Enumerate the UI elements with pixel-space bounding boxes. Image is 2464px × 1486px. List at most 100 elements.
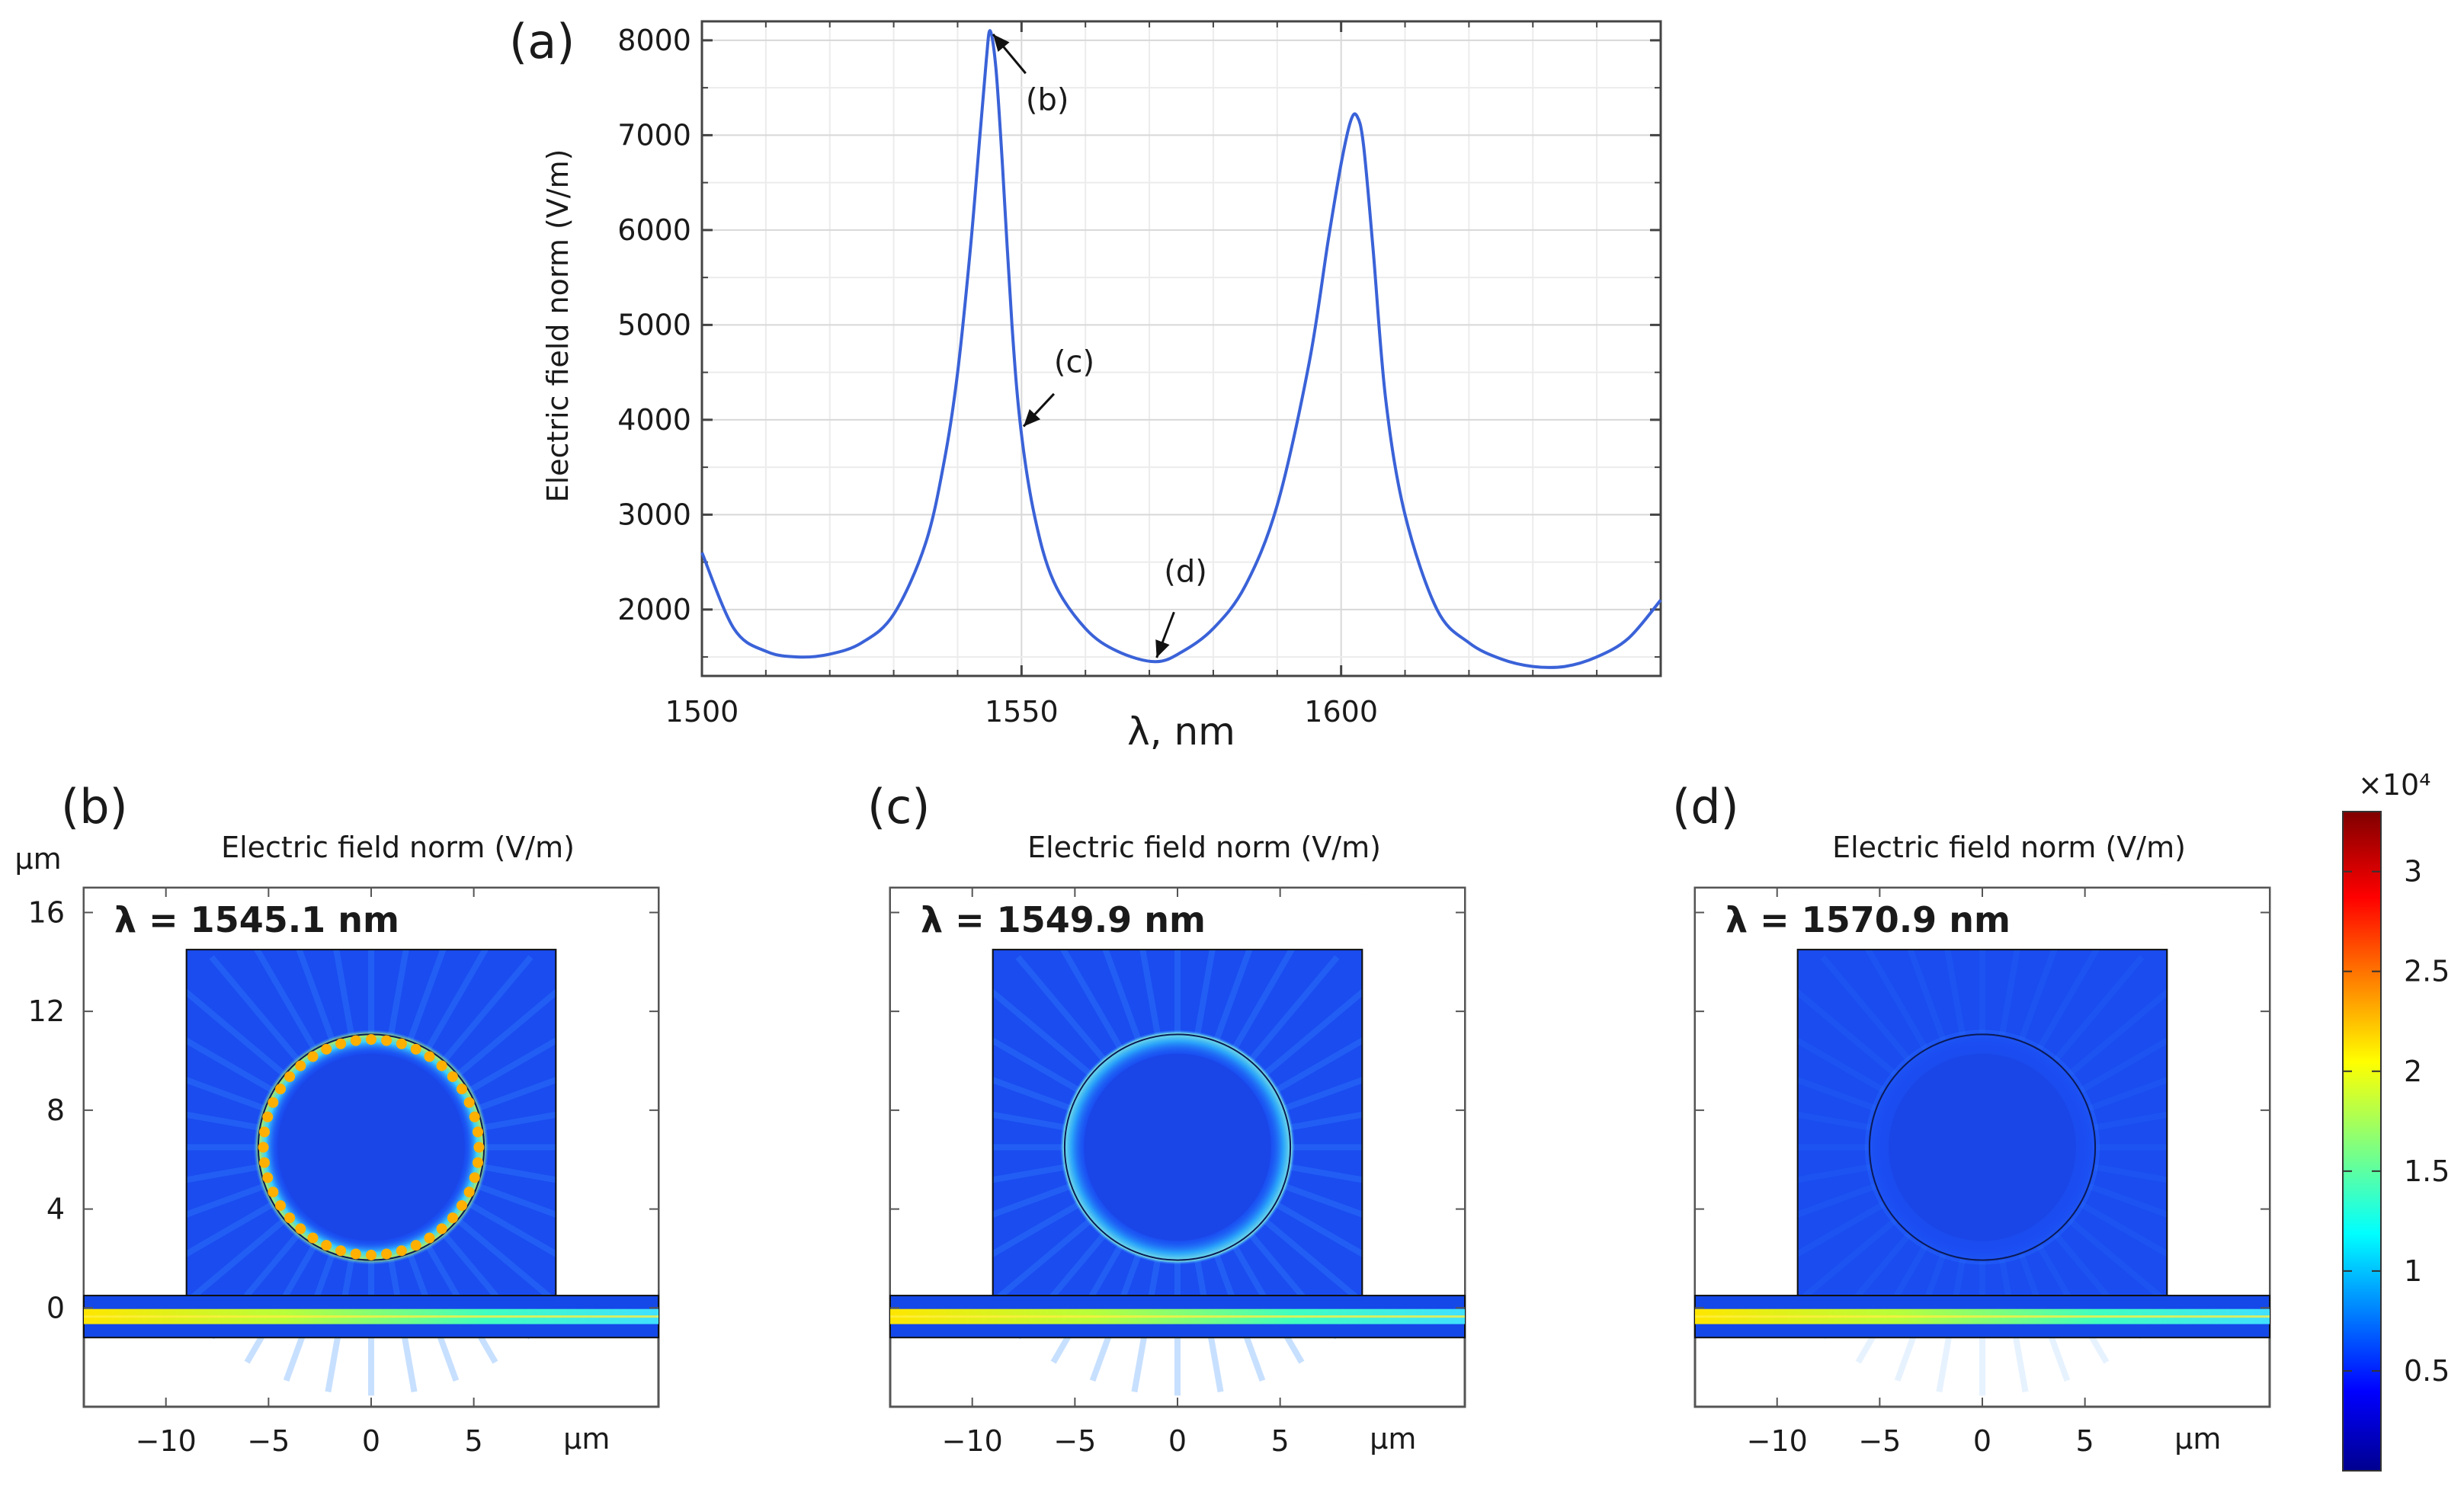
annotation-arrowhead xyxy=(1155,639,1170,658)
ring-hotspot xyxy=(410,1043,421,1055)
ring-hotspot xyxy=(284,1071,296,1082)
ring-hotspot xyxy=(258,1142,269,1153)
field-streak xyxy=(1261,985,1370,1078)
ring-hotspot xyxy=(307,1051,319,1062)
y-axis-label: Electric field norm (V/m) xyxy=(541,149,575,503)
colorbar-gradient xyxy=(2342,811,2382,1472)
mask-top xyxy=(1797,889,2168,950)
ring-hotspot xyxy=(275,1199,287,1211)
ring-hotspot xyxy=(469,1172,480,1183)
field-streak xyxy=(178,985,287,1078)
colorbar-exponent: ×10⁴ xyxy=(2358,768,2430,802)
ring-hotspot xyxy=(268,1187,279,1198)
ring-hotspot xyxy=(424,1051,435,1062)
panel-title: Electric field norm (V/m) xyxy=(1832,831,2186,864)
ring-hotspot xyxy=(396,1038,407,1049)
panel-a-label: (a) xyxy=(509,14,575,69)
x-tick-label: −5 xyxy=(1858,1424,1901,1458)
x-tick-label: 0 xyxy=(362,1424,380,1458)
colorbar-tick-label: 2.5 xyxy=(2404,955,2450,988)
ring-hotspot xyxy=(447,1212,458,1224)
mask-right xyxy=(556,889,658,1296)
ring-edge xyxy=(1868,1033,2097,1261)
annotation-label: (c) xyxy=(1054,344,1094,380)
y-tick-label: 16 xyxy=(28,895,65,929)
colorbar-tick-label: 0.5 xyxy=(2404,1354,2450,1388)
field-streak xyxy=(1790,985,1898,1078)
ring-hotspot xyxy=(258,1126,270,1138)
wavelength-label: λ = 1570.9 nm xyxy=(1725,899,2011,940)
y-tick-label: 2000 xyxy=(617,593,691,626)
annotation-label: (d) xyxy=(1164,554,1207,589)
ring-hotspot xyxy=(268,1097,279,1108)
ring-hotspot xyxy=(366,1249,376,1260)
x-unit-label: µm xyxy=(2174,1422,2221,1456)
y-tick-label: 8 xyxy=(46,1094,65,1127)
field-streak xyxy=(1015,955,1107,1063)
ring-hotspot xyxy=(463,1097,475,1108)
field-map-panel: (b) Electric field norm (V/m) −10 −5 0 5 µm 0 4 8… xyxy=(14,779,660,1458)
x-tick-label: −5 xyxy=(1053,1424,1096,1458)
mask-right xyxy=(1362,889,1464,1296)
ring-hotspot xyxy=(381,1035,393,1046)
ring-hotspot xyxy=(469,1111,480,1123)
mask-right xyxy=(2167,889,2269,1296)
colorbar-tick-label: 3 xyxy=(2404,855,2422,889)
annotation-arrowhead xyxy=(992,34,1010,53)
y-tick-label: 12 xyxy=(28,994,65,1028)
field-streak xyxy=(1248,955,1340,1063)
field-streak xyxy=(2036,930,2110,1052)
panel-label: (b) xyxy=(61,779,128,834)
ring-hotspot xyxy=(366,1034,376,1046)
ring-hotspot xyxy=(262,1172,274,1183)
series-line xyxy=(700,29,1662,669)
field-maps: (b) Electric field norm (V/m) −10 −5 0 5 µm 0 4 8… xyxy=(14,779,2271,1458)
plot-frame xyxy=(700,20,1662,677)
ring-hotspot xyxy=(447,1071,458,1082)
annotation-arrowhead xyxy=(1023,408,1041,427)
field-streak xyxy=(455,985,564,1078)
x-tick-label: −10 xyxy=(1747,1424,1808,1458)
ring-core xyxy=(277,1053,465,1241)
ring-core xyxy=(1889,1053,2076,1241)
field-streak xyxy=(2066,985,2175,1078)
field-streak xyxy=(209,955,301,1063)
ring-hotspot xyxy=(295,1223,306,1235)
field-streak xyxy=(1261,1217,1370,1310)
y-tick-label: 0 xyxy=(46,1291,65,1324)
ring-hotspot xyxy=(284,1212,296,1224)
field-streak xyxy=(1231,930,1305,1052)
field-streak xyxy=(1050,930,1124,1052)
field-streak xyxy=(2052,955,2145,1063)
ring-hotspot xyxy=(350,1248,361,1260)
x-tick-label: 0 xyxy=(1973,1424,1991,1458)
x-unit-label: µm xyxy=(1370,1422,1416,1456)
x-unit-label: µm xyxy=(563,1422,610,1456)
x-tick-label: 5 xyxy=(1271,1424,1290,1458)
ring-hotspot xyxy=(436,1060,447,1071)
panel-title: Electric field norm (V/m) xyxy=(221,831,575,864)
mask-left xyxy=(1696,889,1798,1296)
ring-hotspot xyxy=(463,1187,475,1198)
ring-hotspot xyxy=(473,1142,485,1153)
field-streak xyxy=(1820,955,1912,1063)
ring-hotspot xyxy=(262,1111,274,1123)
ring-hotspot xyxy=(321,1043,332,1055)
field-streak xyxy=(178,1217,287,1310)
colorbar-tick-label: 2 xyxy=(2404,1055,2422,1088)
x-axis-label: λ, nm xyxy=(1127,709,1235,754)
field-streak xyxy=(244,930,318,1052)
ring-hotspot xyxy=(335,1038,347,1049)
field-streak xyxy=(1790,1217,1898,1310)
x-tick-label: 1600 xyxy=(1304,695,1378,729)
y-unit-label: µm xyxy=(14,842,61,876)
x-tick-label: −5 xyxy=(247,1424,290,1458)
field-streak xyxy=(441,955,533,1063)
x-tick-label: 1500 xyxy=(665,695,739,729)
panel-title: Electric field norm (V/m) xyxy=(1027,831,1381,864)
ring-hotspot xyxy=(307,1232,319,1244)
wavelength-label: λ = 1545.1 nm xyxy=(114,899,399,940)
panel-label: (d) xyxy=(1672,779,1739,834)
annotation-label: (b) xyxy=(1026,82,1069,117)
line-chart: 2000 3000 4000 5000 6000 7000 8000 1500 1550 1600… xyxy=(541,20,1662,754)
